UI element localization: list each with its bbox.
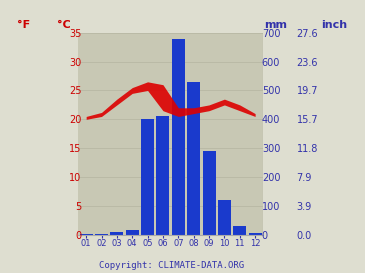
- Bar: [141, 119, 154, 235]
- Bar: [172, 38, 185, 235]
- Text: °F: °F: [17, 20, 30, 30]
- Bar: [157, 117, 169, 235]
- Text: Copyright: CLIMATE-DATA.ORG: Copyright: CLIMATE-DATA.ORG: [99, 261, 244, 270]
- Bar: [126, 230, 139, 235]
- Bar: [80, 234, 93, 235]
- Bar: [110, 233, 123, 235]
- Bar: [233, 226, 246, 235]
- Text: inch: inch: [321, 20, 347, 30]
- Bar: [203, 151, 216, 235]
- Bar: [249, 233, 262, 235]
- Text: mm: mm: [264, 20, 287, 30]
- Bar: [95, 234, 108, 235]
- Bar: [187, 82, 200, 235]
- Text: °C: °C: [57, 20, 71, 30]
- Bar: [218, 200, 231, 235]
